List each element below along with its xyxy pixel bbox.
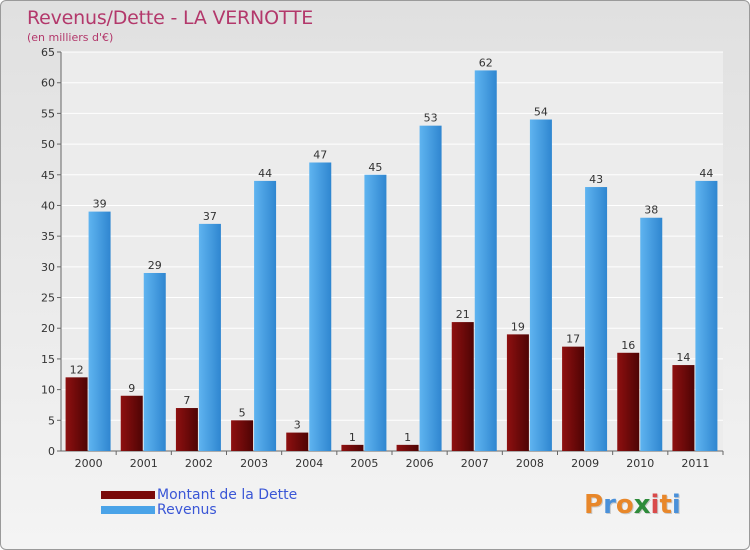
bar-dette (672, 365, 695, 451)
data-label-revenus: 53 (424, 112, 438, 125)
data-label-dette: 1 (349, 431, 356, 444)
x-tick-label: 2003 (240, 457, 268, 470)
bar-dette (65, 377, 88, 451)
bar-dette (286, 432, 309, 451)
bar-dette (506, 334, 529, 451)
data-label-dette: 1 (404, 431, 411, 444)
data-label-revenus: 37 (203, 210, 217, 223)
y-tick-label: 10 (41, 384, 55, 397)
chart-title: Revenus/Dette - LA VERNOTTE (27, 7, 314, 29)
bar-revenus (640, 217, 663, 451)
x-tick-label: 2002 (185, 457, 213, 470)
data-label-dette: 5 (239, 406, 246, 419)
bar-revenus (364, 174, 387, 451)
logo-letter: o (615, 490, 634, 520)
legend-swatch-dette (101, 490, 155, 499)
data-label-revenus: 29 (148, 259, 162, 272)
y-tick-label: 15 (41, 353, 55, 366)
x-tick-label: 2004 (295, 457, 323, 470)
y-tick-label: 5 (48, 414, 55, 427)
y-tick-label: 25 (41, 292, 55, 305)
y-tick-label: 50 (41, 138, 55, 151)
data-label-dette: 3 (294, 419, 301, 432)
y-tick-label: 0 (48, 445, 55, 458)
legend-swatch-revenus (101, 505, 155, 514)
data-label-revenus: 54 (534, 106, 548, 119)
bar-dette (451, 322, 474, 451)
x-tick-label: 2005 (350, 457, 378, 470)
bar-revenus (419, 125, 442, 452)
data-label-revenus: 44 (699, 167, 713, 180)
bar-dette (231, 420, 254, 451)
logo-letter: i (650, 490, 660, 520)
data-label-dette: 14 (676, 351, 690, 364)
data-label-revenus: 43 (589, 173, 603, 186)
y-tick-label: 55 (41, 107, 55, 120)
y-tick-label: 60 (41, 77, 55, 90)
bar-revenus (88, 211, 111, 451)
legend-label-revenus: Revenus (157, 501, 217, 518)
data-label-dette: 9 (128, 382, 135, 395)
x-tick-label: 2007 (461, 457, 489, 470)
data-label-dette: 21 (456, 308, 470, 321)
data-label-revenus: 39 (93, 198, 107, 211)
bar-revenus (695, 180, 718, 451)
x-tick-label: 2001 (130, 457, 158, 470)
x-tick-label: 2006 (406, 457, 434, 470)
x-tick-label: 2011 (681, 457, 709, 470)
x-tick-label: 2008 (516, 457, 544, 470)
bar-dette (562, 346, 585, 451)
x-tick-label: 2009 (571, 457, 599, 470)
data-label-dette: 19 (511, 320, 525, 333)
y-tick-label: 40 (41, 199, 55, 212)
x-tick-label: 2010 (626, 457, 654, 470)
y-tick-label: 35 (41, 230, 55, 243)
bar-revenus (143, 272, 166, 451)
data-label-dette: 7 (183, 394, 190, 407)
bar-dette (396, 444, 419, 451)
bar-dette (120, 395, 143, 451)
logo-letter: r (603, 490, 616, 520)
bar-revenus (529, 119, 552, 452)
data-label-dette: 16 (621, 339, 635, 352)
bar-dette (341, 444, 364, 451)
y-tick-label: 65 (41, 46, 55, 59)
legend-label-dette: Montant de la Dette (157, 486, 298, 503)
data-label-revenus: 45 (368, 161, 382, 174)
y-tick-label: 20 (41, 322, 55, 335)
data-label-dette: 17 (566, 333, 580, 346)
bar-revenus (198, 223, 221, 451)
logo-letter: t (659, 490, 672, 520)
plot-area (61, 52, 723, 451)
data-label-revenus: 47 (313, 148, 327, 161)
data-label-dette: 12 (70, 363, 84, 376)
bar-dette (617, 352, 640, 451)
proxiti-logo: Proxiti (584, 490, 681, 520)
bar-revenus (474, 70, 497, 452)
logo-letter: i (671, 490, 681, 520)
data-label-revenus: 38 (644, 204, 658, 217)
y-tick-label: 30 (41, 261, 55, 274)
bar-revenus (585, 187, 608, 452)
x-tick-label: 2000 (75, 457, 103, 470)
legend-item-dette: Montant de la Dette (101, 486, 298, 503)
data-label-revenus: 44 (258, 167, 272, 180)
logo-letter: x (633, 490, 651, 520)
data-label-revenus: 62 (479, 56, 493, 69)
bar-dette (175, 408, 198, 451)
logo-letter: P (584, 490, 604, 520)
y-tick-label: 45 (41, 169, 55, 182)
chart-subtitle: (en milliers d'€) (27, 31, 114, 44)
legend-item-revenus: Revenus (101, 501, 217, 518)
bar-revenus (254, 180, 277, 451)
bar-revenus (309, 162, 332, 451)
